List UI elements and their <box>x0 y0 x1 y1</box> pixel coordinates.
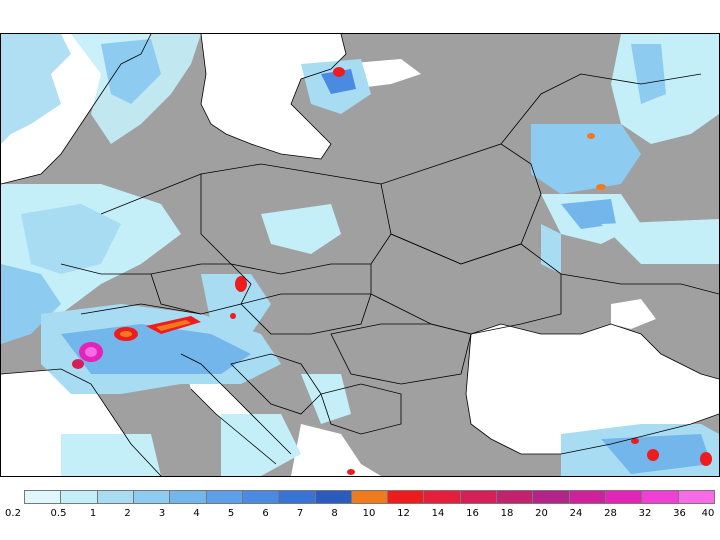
legend-labels: 0.2 0.5 1 2 3 4 5 6 7 8 10 12 14 16 18 20 24 28 32 36 40 <box>0 508 720 524</box>
map-canvas <box>1 34 719 476</box>
legend-label: 4 <box>193 508 200 519</box>
legend-swatch <box>641 490 679 504</box>
legend-label: 36 <box>673 508 686 519</box>
black-sea <box>466 324 719 454</box>
legend-label: 24 <box>569 508 583 519</box>
legend-swatch <box>241 490 280 504</box>
legend-swatch <box>496 490 534 504</box>
legend-swatch <box>314 490 352 504</box>
legend-label: 6 <box>262 508 269 519</box>
precipitation-field <box>1 34 719 476</box>
legend-label: 10 <box>362 508 376 519</box>
country-borders <box>1 34 719 476</box>
heavy-precipitation-cores <box>72 67 712 475</box>
legend-label: 20 <box>535 508 548 519</box>
legend-label: 16 <box>466 508 479 519</box>
legend-label: 7 <box>296 508 304 519</box>
legend-label: 2 <box>124 508 131 519</box>
legend-swatch <box>132 490 171 504</box>
aegean-sea <box>291 424 381 476</box>
legend-swatch <box>459 490 498 504</box>
legend-label: 12 <box>397 508 410 519</box>
legend-swatch <box>677 490 715 504</box>
legend-label: 1 <box>89 508 97 519</box>
legend-swatch <box>568 490 606 504</box>
legend-label: 3 <box>158 508 166 519</box>
legend-swatch <box>350 490 389 504</box>
precipitation-map <box>0 33 720 477</box>
legend-swatch <box>278 490 316 504</box>
legend-swatch <box>169 490 207 504</box>
legend-label: 0.5 <box>50 508 67 519</box>
legend-swatch <box>24 490 62 504</box>
legend-label: 18 <box>500 508 514 519</box>
sea-of-azov <box>611 299 656 329</box>
legend-swatch <box>205 490 243 504</box>
legend-swatch <box>605 490 643 504</box>
legend-swatch <box>60 490 98 504</box>
legend-swatch <box>423 490 461 504</box>
legend-label: 40 <box>701 508 715 519</box>
legend-swatch <box>96 490 134 504</box>
legend-label: 5 <box>227 508 235 519</box>
legend-label: 32 <box>638 508 652 519</box>
legend-label: 8 <box>331 508 338 519</box>
legend-swatch <box>532 490 570 504</box>
legend-label: 14 <box>431 508 445 519</box>
legend-label: 0.2 <box>5 508 21 519</box>
legend-label: 28 <box>604 508 617 519</box>
legend-swatch <box>387 490 425 504</box>
color-legend <box>24 490 715 504</box>
